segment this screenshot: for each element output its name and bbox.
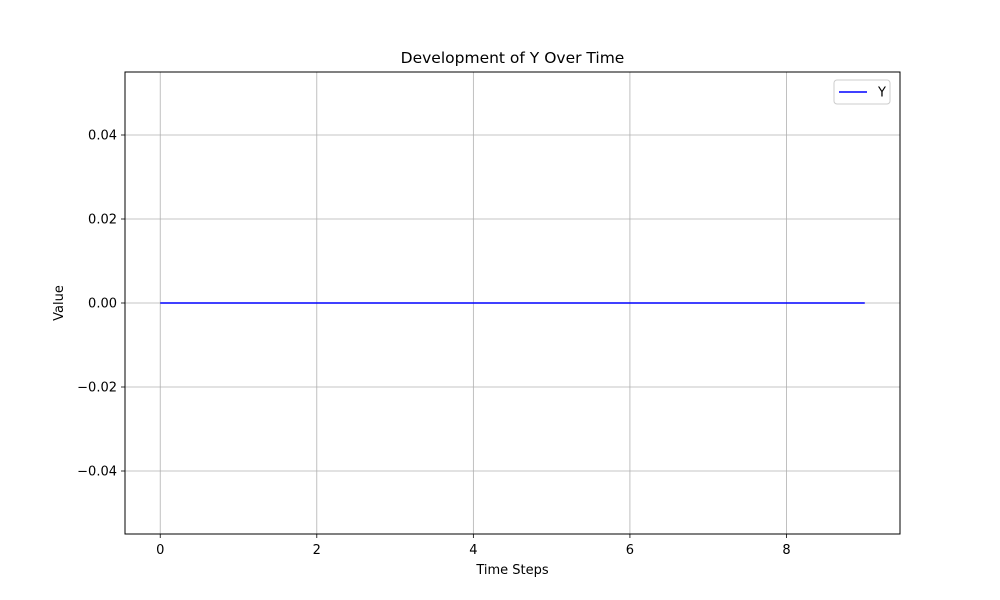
chart-title: Development of Y Over Time xyxy=(401,49,625,67)
x-axis-label: Time Steps xyxy=(475,563,549,578)
x-tick-label: 6 xyxy=(626,543,634,558)
legend: Y xyxy=(833,79,891,105)
x-tick-label: 0 xyxy=(156,543,164,558)
x-tick-label: 2 xyxy=(313,543,321,558)
legend-label-y: Y xyxy=(877,86,886,101)
y-tick-label: 0.00 xyxy=(88,297,117,312)
tick-layer: 0 2 4 6 8 −0.04 −0.02 0.00 0.02 0.04 xyxy=(77,129,790,559)
y-tick-label: −0.02 xyxy=(77,381,117,396)
y-tick-label: 0.02 xyxy=(88,213,117,228)
y-tick-label: 0.04 xyxy=(88,129,117,144)
y-tick-label: −0.04 xyxy=(77,465,117,480)
x-tick-label: 4 xyxy=(469,543,477,558)
x-tick-label: 8 xyxy=(782,543,790,558)
y-axis-label: Value xyxy=(52,285,67,321)
